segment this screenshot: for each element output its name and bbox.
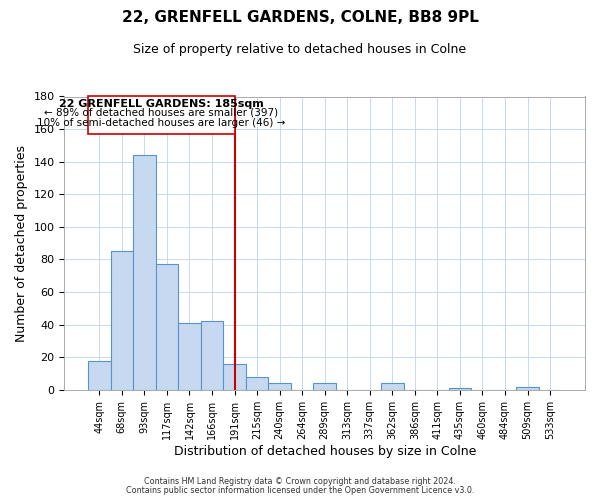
Bar	[88, 360, 110, 390]
Bar	[268, 384, 291, 390]
Text: 22 GRENFELL GARDENS: 185sqm: 22 GRENFELL GARDENS: 185sqm	[59, 99, 263, 109]
Bar	[155, 264, 178, 390]
Text: 10% of semi-detached houses are larger (46) →: 10% of semi-detached houses are larger (…	[37, 118, 286, 128]
Bar	[381, 384, 404, 390]
Bar	[516, 386, 539, 390]
Text: Contains public sector information licensed under the Open Government Licence v3: Contains public sector information licen…	[126, 486, 474, 495]
Bar	[110, 252, 133, 390]
Bar	[246, 377, 268, 390]
Text: Size of property relative to detached houses in Colne: Size of property relative to detached ho…	[133, 42, 467, 56]
Bar	[178, 323, 201, 390]
Y-axis label: Number of detached properties: Number of detached properties	[15, 144, 28, 342]
Bar	[88, 96, 235, 134]
Bar	[201, 322, 223, 390]
Bar	[313, 384, 336, 390]
Text: Contains HM Land Registry data © Crown copyright and database right 2024.: Contains HM Land Registry data © Crown c…	[144, 477, 456, 486]
Bar	[133, 155, 155, 390]
Text: 22, GRENFELL GARDENS, COLNE, BB8 9PL: 22, GRENFELL GARDENS, COLNE, BB8 9PL	[122, 10, 478, 25]
Bar	[223, 364, 246, 390]
Text: ← 89% of detached houses are smaller (397): ← 89% of detached houses are smaller (39…	[44, 108, 278, 118]
X-axis label: Distribution of detached houses by size in Colne: Distribution of detached houses by size …	[173, 444, 476, 458]
Bar	[449, 388, 471, 390]
